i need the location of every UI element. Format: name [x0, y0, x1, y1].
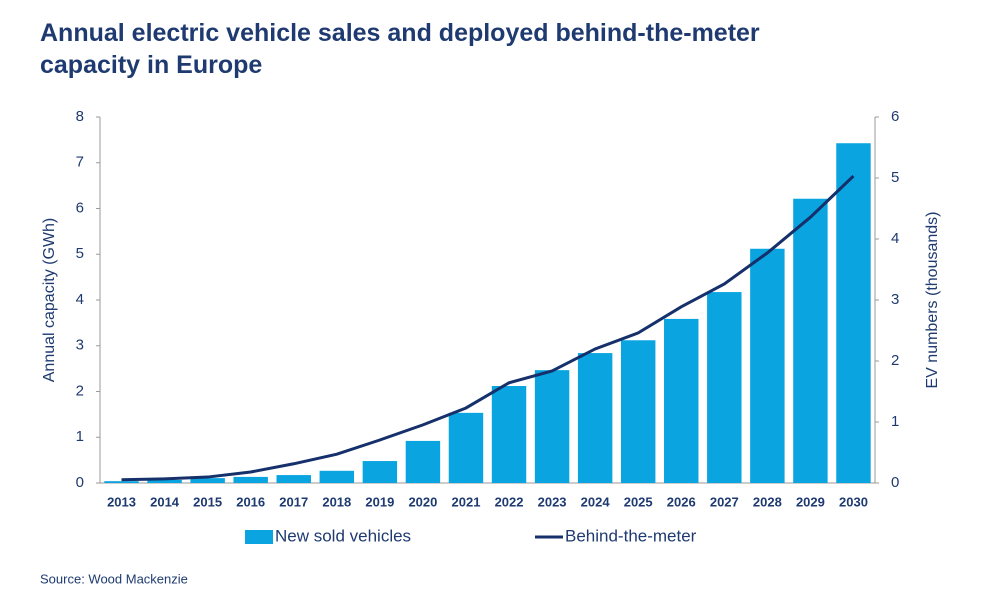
y2-axis-label: EV numbers (thousands) [924, 212, 941, 389]
x-tick-label: 2013 [107, 494, 136, 509]
x-tick-label: 2022 [495, 494, 524, 509]
y2-tick-label: 6 [891, 108, 899, 125]
bar [577, 353, 613, 483]
y-tick-label: 3 [76, 337, 84, 354]
line [121, 174, 855, 482]
x-tick-label: 2019 [365, 494, 394, 509]
y-axis-label: Annual capacity (GWh) [41, 218, 58, 383]
bar [664, 318, 699, 483]
y2-tick-label: 5 [891, 169, 899, 186]
chart-title-text: Annual electric vehicle sales and deploy… [40, 19, 760, 47]
x-tick-label: 2020 [408, 494, 437, 509]
legend-label: New sold vehicles [275, 526, 411, 545]
bar [620, 340, 656, 483]
y2-tick-label: 4 [891, 230, 899, 247]
bar [534, 370, 570, 483]
bar [750, 248, 785, 483]
bar [362, 461, 398, 483]
bar [319, 470, 355, 483]
x-tick-label: 2018 [322, 494, 351, 509]
y-tick-label: 4 [76, 291, 84, 308]
x-tick-label: 2021 [452, 494, 481, 509]
bar [147, 479, 182, 483]
x-tick-label: 2025 [624, 494, 653, 509]
x-tick-label: 2024 [581, 494, 611, 509]
bar [190, 478, 225, 483]
chart-title: Annual electric vehicle sales and deploy… [40, 19, 760, 79]
bar [448, 412, 484, 483]
bar [793, 198, 828, 484]
x-tick-label: 2016 [236, 494, 265, 509]
bar [276, 475, 311, 483]
source: Source: Wood Mackenzie [40, 571, 188, 586]
x-tick-label: 2029 [796, 494, 825, 509]
y-tick-label: 6 [76, 199, 84, 216]
bar [491, 386, 527, 483]
bar [405, 440, 441, 483]
y2-tick-label: 0 [891, 474, 899, 491]
x-tick-label: 2030 [839, 494, 868, 509]
y-tick-label: 0 [76, 474, 84, 491]
y2-tick-label: 1 [891, 413, 899, 430]
y2-tick-label: 3 [891, 291, 899, 308]
bar [707, 292, 742, 483]
y-tick-label: 7 [76, 154, 84, 171]
bar [104, 481, 139, 483]
x-tick-label: 2015 [193, 494, 222, 509]
y-tick-label: 2 [76, 382, 84, 399]
bar [233, 476, 268, 483]
x-tick-label: 2023 [538, 494, 567, 509]
y2-tick-label: 2 [891, 352, 899, 369]
y-tick-label: 1 [76, 428, 84, 445]
x-tick-label: 2014 [150, 494, 180, 509]
x-tick-label: 2028 [753, 494, 782, 509]
y-tick-label: 5 [76, 245, 84, 262]
bar [836, 143, 871, 484]
legend-label: Behind-the-meter [565, 526, 697, 545]
x-tick-label: 2017 [279, 494, 308, 509]
chart-title-text: capacity in Europe [40, 51, 262, 79]
y-tick-label: 8 [76, 108, 84, 125]
legend-swatch [245, 530, 273, 544]
x-tick-label: 2027 [710, 494, 739, 509]
x-tick-label: 2026 [667, 494, 696, 509]
